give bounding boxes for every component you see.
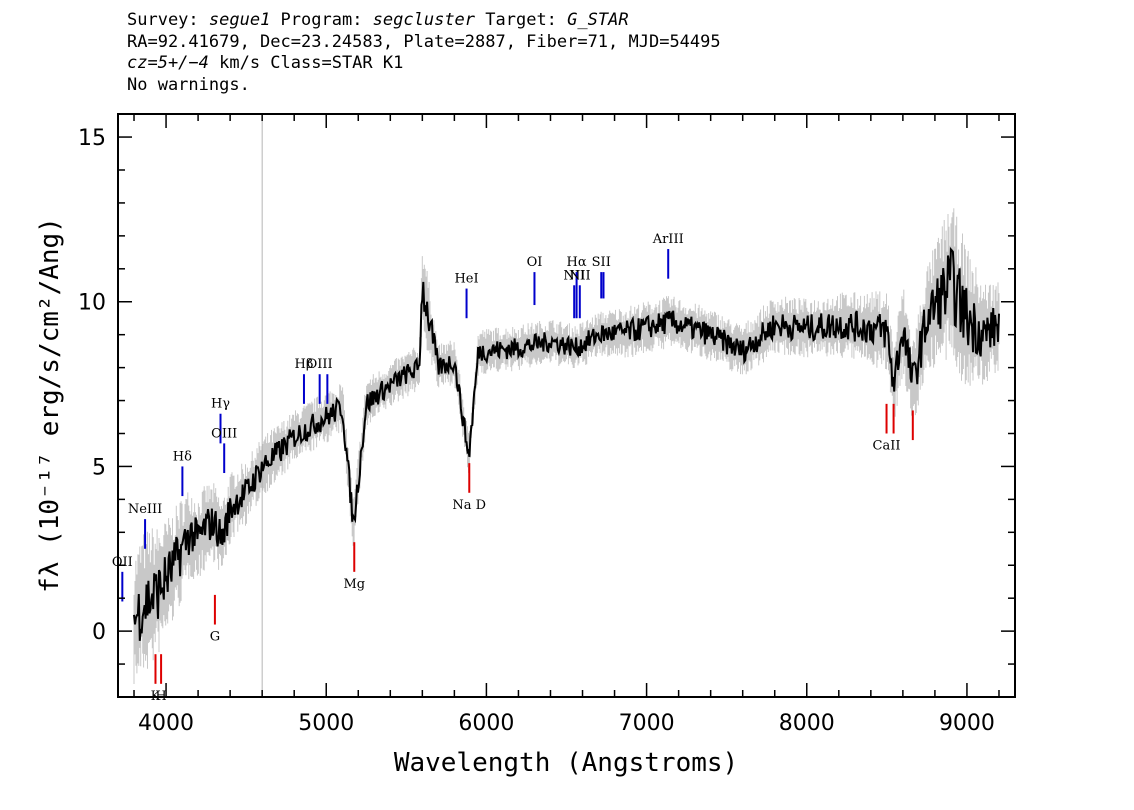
- emission-label-oiii: OIII: [211, 426, 237, 441]
- emission-label-h-: Hδ: [173, 449, 192, 464]
- emission-label-h-: Hα: [567, 255, 587, 270]
- spectral-lines-layer: OIINeIIIHδHγOIIIHβOIIIHeIOINIIHαNIISIIAr…: [112, 232, 914, 704]
- x-tick-label: 9000: [939, 711, 995, 736]
- absorption-label-na-d: Na D: [452, 498, 486, 513]
- x-tick-label: 8000: [779, 711, 835, 736]
- absorption-label-g: G: [210, 630, 220, 645]
- emission-label-hei: HeI: [454, 272, 478, 287]
- y-tick-label: 10: [78, 291, 106, 316]
- y-axis-title: fλ (10⁻¹⁷ erg/s/cm²/Ang): [35, 217, 65, 593]
- header-warnings-line: No warnings.: [127, 74, 250, 95]
- flux-series-line: [133, 246, 1000, 641]
- emission-label-h-: Hβ: [295, 357, 314, 372]
- header-survey-line: Survey: segue1 Program: segcluster Targe…: [127, 10, 721, 32]
- flux-layer: [133, 246, 1000, 641]
- emission-label-oiii: OIII: [307, 357, 333, 372]
- spectrum-header: Survey: segue1 Program: segcluster Targe…: [127, 10, 721, 96]
- program-label: Program:: [270, 10, 373, 30]
- emission-label-sii: SII: [592, 255, 611, 270]
- header-redshift-line: cz=5+/−4 km/s Class=STAR K1: [127, 53, 721, 75]
- absorption-label-caii: CaII: [873, 438, 901, 453]
- emission-label-ariii: ArIII: [652, 232, 684, 247]
- emission-label-neiii: NeIII: [128, 502, 162, 517]
- y-tick-label: 0: [92, 620, 106, 645]
- axes-layer: 4000 5000 6000 7000 8000 9000 0 5 10 15: [78, 113, 1016, 736]
- emission-label-nii: NII: [563, 268, 585, 283]
- x-tick-label: 7000: [619, 711, 675, 736]
- header-coordinates-line: RA=92.41679, Dec=23.24583, Plate=2887, F…: [127, 31, 721, 52]
- plot-frame: [117, 113, 1016, 698]
- emission-label-oii: OII: [112, 555, 133, 570]
- absorption-label-mg: Mg: [343, 577, 365, 592]
- emission-label-h-: Hγ: [211, 397, 230, 412]
- target-value: G_STAR: [567, 10, 629, 30]
- survey-label: Survey:: [127, 10, 209, 30]
- y-tick-label: 15: [78, 126, 106, 151]
- class-text: km/s Class=STAR K1: [208, 53, 404, 73]
- x-tick-label: 4000: [138, 711, 194, 736]
- y-tick-label: 5: [92, 455, 106, 480]
- x-tick-label: 6000: [458, 711, 514, 736]
- emission-label-nii: NII: [569, 268, 591, 283]
- x-axis-title: Wavelength (Angstroms): [394, 748, 738, 778]
- target-label: Target:: [475, 10, 568, 30]
- redshift-value: cz=5+/−4: [127, 53, 209, 73]
- program-value: segcluster: [372, 10, 476, 30]
- emission-label-oi: OI: [527, 255, 543, 270]
- x-tick-label: 5000: [298, 711, 354, 736]
- survey-value: segue1: [208, 10, 271, 30]
